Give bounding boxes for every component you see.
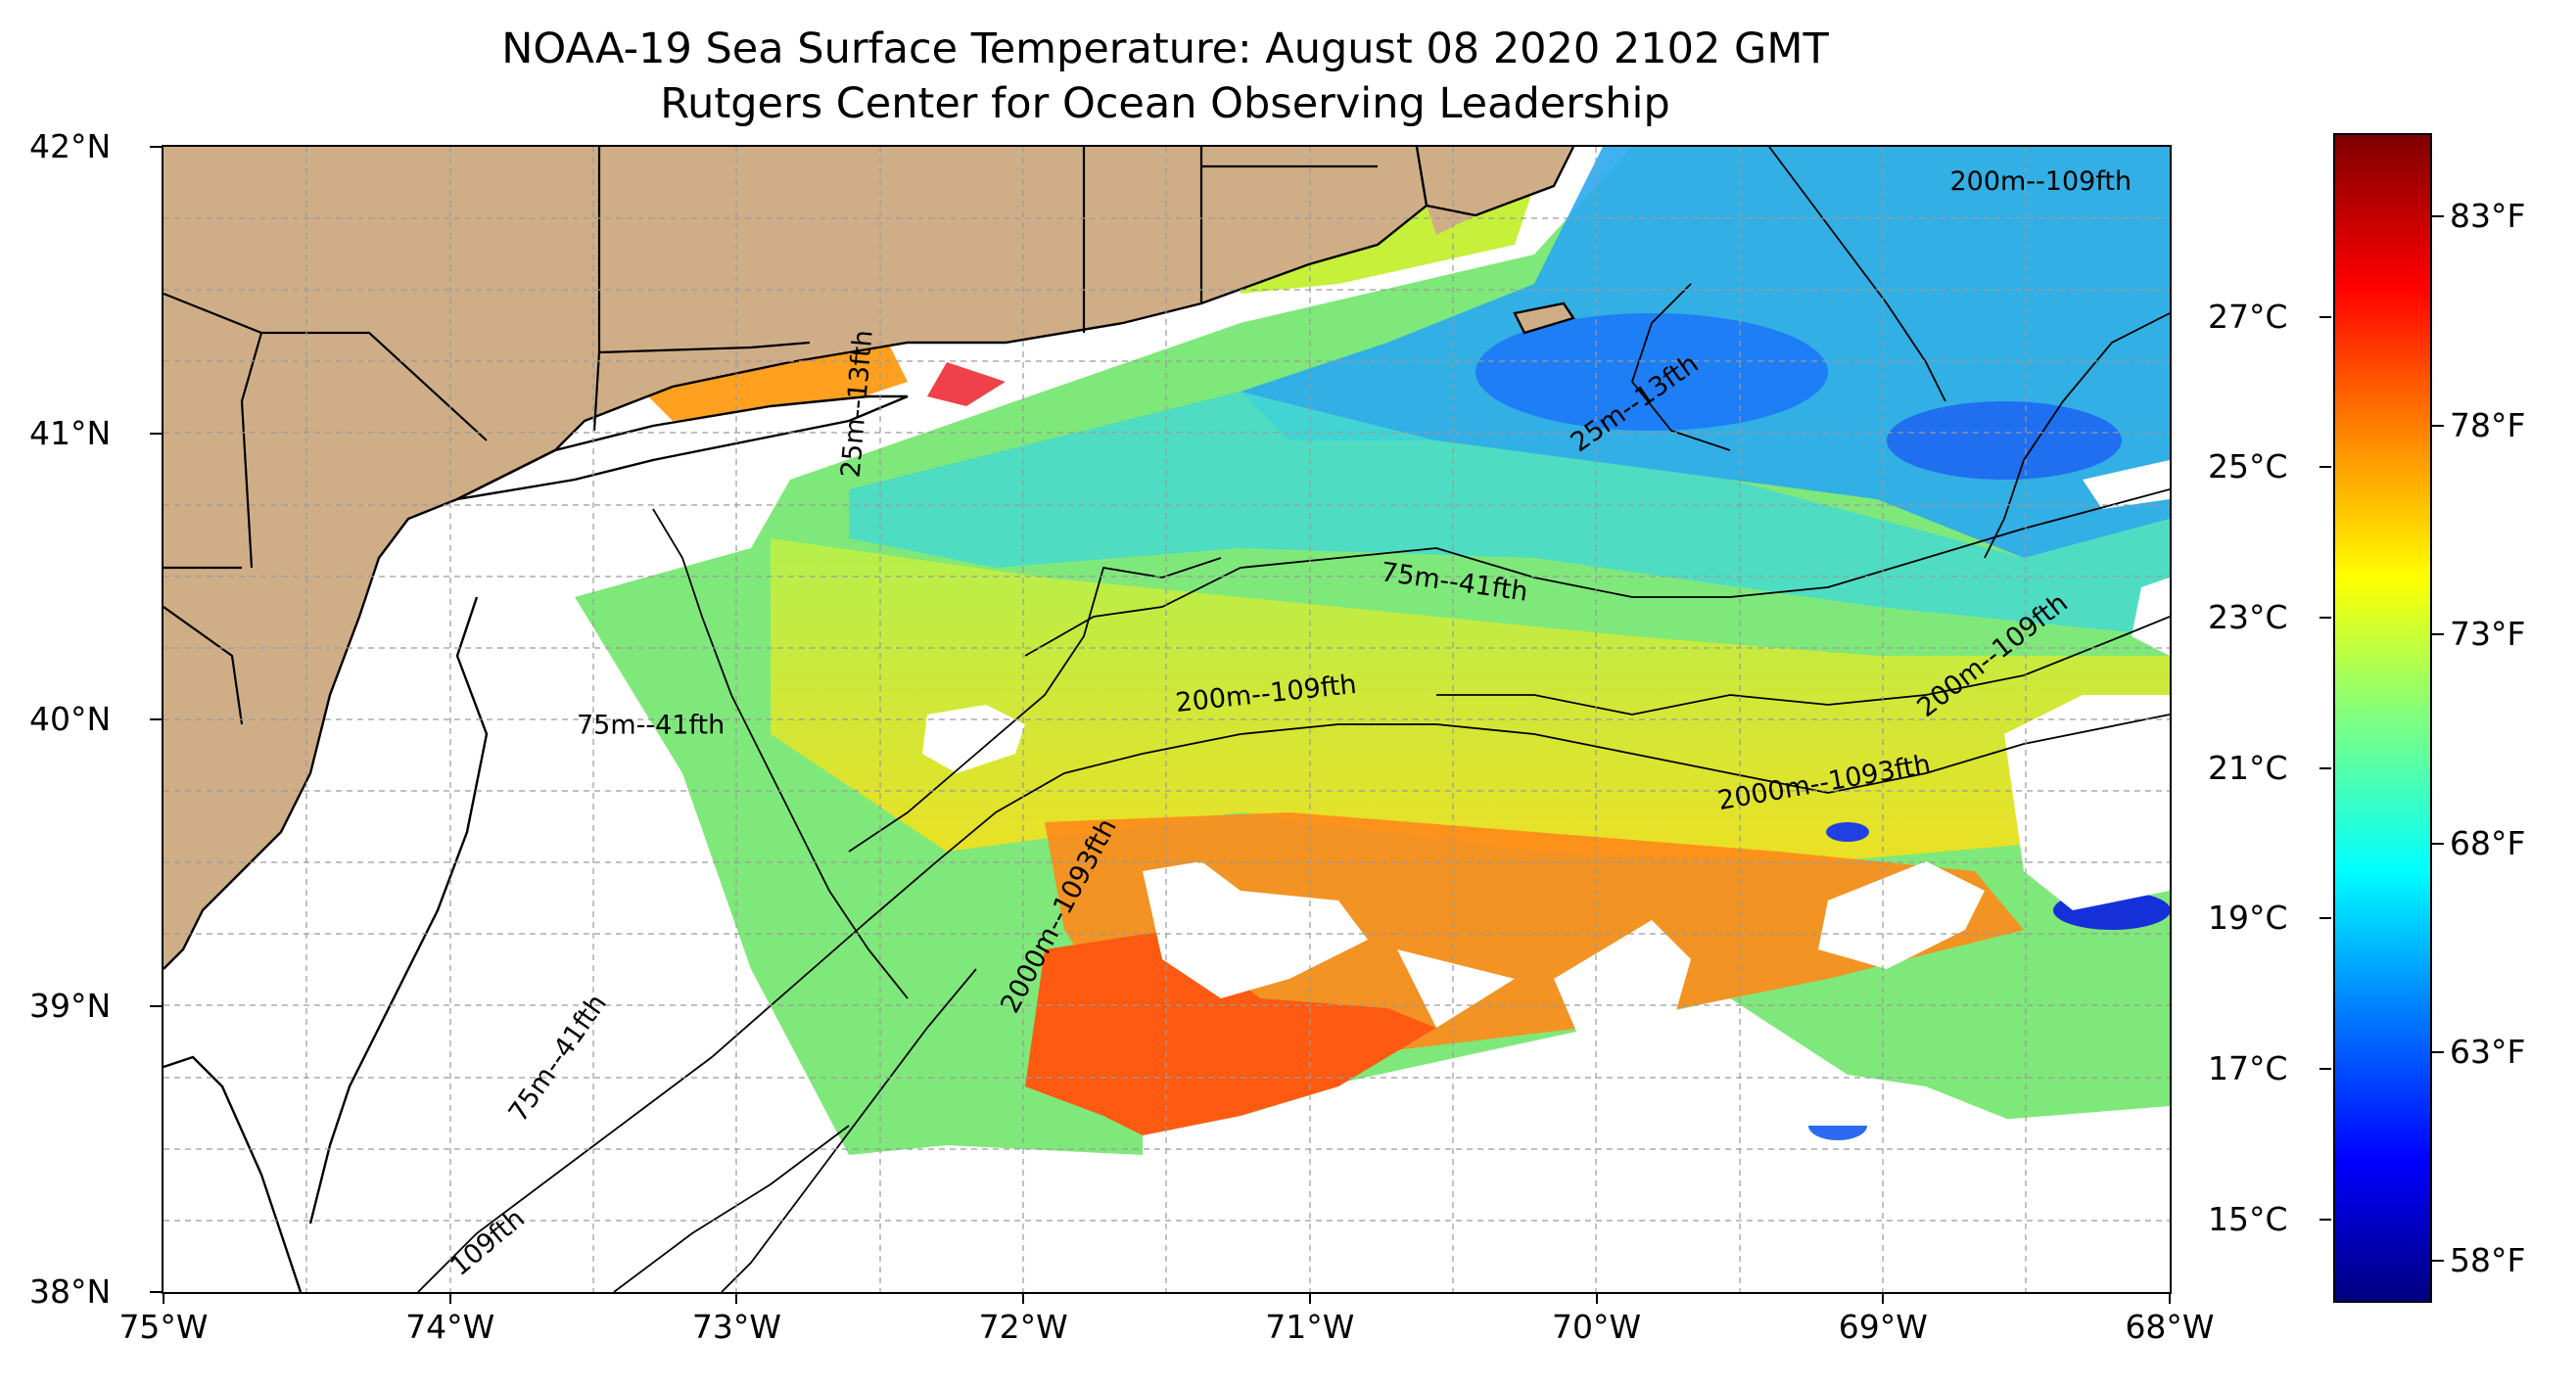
- x-tick-mark: [1595, 1292, 1598, 1304]
- coastline: [164, 147, 1575, 1292]
- y-tick-label: 38°N: [29, 1272, 112, 1311]
- sst-warm-sound: [927, 362, 1006, 406]
- x-tick-mark: [448, 1292, 451, 1304]
- colorbar-tick-f: [2432, 633, 2444, 636]
- sst-orange-slope: [1045, 812, 2024, 1057]
- title-line-2: Rutgers Center for Ocean Observing Leade…: [660, 79, 1670, 128]
- colorbar-tick-c: [2319, 917, 2331, 920]
- colorbar-tick-c: [2319, 617, 2331, 620]
- state-borders: [164, 147, 1378, 725]
- x-tick-mark: [735, 1292, 738, 1304]
- colorbar-label-c: 21°C: [2208, 748, 2288, 787]
- colorbar-label-f: 73°F: [2450, 615, 2526, 654]
- x-tick-mark: [1308, 1292, 1311, 1304]
- colorbar-tick-f: [2432, 215, 2444, 218]
- title-line-1: NOAA-19 Sea Surface Temperature: August …: [501, 24, 1829, 73]
- y-tick-label: 40°N: [29, 700, 112, 738]
- land-mainland: [164, 147, 1427, 969]
- colorbar-label-c: 19°C: [2208, 899, 2288, 938]
- x-tick-label: 74°W: [405, 1308, 495, 1346]
- land-cape-cod: [1417, 147, 1573, 235]
- colorbar-label-c: 23°C: [2208, 598, 2288, 637]
- y-tick-label: 42°N: [29, 127, 112, 165]
- gridlines: [164, 147, 2170, 1292]
- chart-title: NOAA-19 Sea Surface Temperature: August …: [162, 22, 2169, 131]
- x-tick-label: 69°W: [1838, 1308, 1928, 1346]
- x-tick-mark: [163, 1292, 164, 1304]
- x-tick-label: 72°W: [978, 1308, 1068, 1346]
- sst-warm-band: [771, 538, 2170, 861]
- isobaths: [417, 147, 2170, 1292]
- colorbar-label-c: 15°C: [2208, 1199, 2288, 1238]
- sst-hot-patch: [1025, 930, 1436, 1135]
- land-long-island: [457, 396, 908, 499]
- y-tick-label: 39°N: [29, 986, 112, 1025]
- colorbar-tick-c: [2319, 466, 2331, 469]
- x-tick-label: 68°W: [2125, 1308, 2215, 1346]
- colorbar-label-c: 27°C: [2208, 297, 2288, 336]
- contour-label: 75m--41fth: [577, 711, 725, 741]
- contour-label: 200m--109fth: [1949, 166, 2131, 197]
- colorbar-tick-f: [2432, 842, 2444, 845]
- x-tick-mark: [1882, 1292, 1885, 1304]
- x-tick-mark: [1022, 1292, 1025, 1304]
- y-tick-mark: [150, 432, 162, 435]
- sst-cold-spot: [1887, 401, 2122, 480]
- x-tick-label: 75°W: [118, 1308, 209, 1346]
- x-tick-mark: [2169, 1292, 2171, 1304]
- colorbar-tick-f: [2432, 1260, 2444, 1263]
- colorbar-tick-f: [2432, 424, 2444, 427]
- colorbar: [2333, 133, 2432, 1303]
- y-tick-mark: [150, 146, 162, 148]
- colorbar-label-f: 68°F: [2450, 823, 2526, 862]
- colorbar-label-f: 58°F: [2450, 1241, 2526, 1280]
- colorbar-tick-c: [2319, 766, 2331, 769]
- x-tick-label: 71°W: [1265, 1308, 1355, 1346]
- y-tick-mark: [150, 718, 162, 720]
- colorbar-label-f: 83°F: [2450, 197, 2526, 236]
- sst-cold-spot: [1826, 822, 1869, 842]
- sst-map: 200m--109fth 75m--41fth 200m--109fth 75m--4…: [162, 145, 2172, 1294]
- colorbar-tick-f: [2432, 1050, 2444, 1053]
- y-tick-mark: [150, 1291, 162, 1293]
- y-tick-label: 41°N: [29, 413, 112, 452]
- y-tick-mark: [150, 1004, 162, 1007]
- colorbar-label-c: 17°C: [2208, 1049, 2288, 1087]
- colorbar-tick-c: [2319, 1068, 2331, 1070]
- colorbar-tick-c: [2319, 1218, 2331, 1221]
- x-tick-label: 70°W: [1552, 1308, 1642, 1346]
- sst-cyan-mid: [849, 392, 2170, 636]
- colorbar-tick-c: [2319, 315, 2331, 318]
- cloud-mask: [922, 460, 2170, 1126]
- colorbar-label-f: 78°F: [2450, 405, 2526, 444]
- colorbar-label-c: 25°C: [2208, 447, 2288, 486]
- colorbar-label-f: 63°F: [2450, 1032, 2526, 1071]
- x-tick-label: 73°W: [691, 1308, 781, 1346]
- land-delmarva: [164, 1057, 301, 1292]
